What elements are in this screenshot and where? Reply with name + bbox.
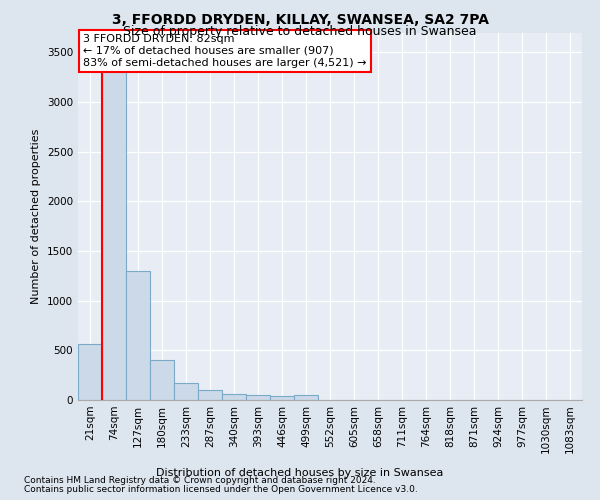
Bar [102, 64, 126, 400]
Bar [78, 344, 102, 400]
Bar [222, 394, 246, 400]
Text: 3 FFORDD DRYDEN: 82sqm
← 17% of detached houses are smaller (907)
83% of semi-de: 3 FFORDD DRYDEN: 82sqm ← 17% of detached… [83, 34, 367, 68]
Text: Contains public sector information licensed under the Open Government Licence v3: Contains public sector information licen… [24, 485, 418, 494]
Bar [126, 271, 150, 400]
Y-axis label: Number of detached properties: Number of detached properties [31, 128, 41, 304]
Text: 3, FFORDD DRYDEN, KILLAY, SWANSEA, SA2 7PA: 3, FFORDD DRYDEN, KILLAY, SWANSEA, SA2 7… [112, 12, 488, 26]
Text: Size of property relative to detached houses in Swansea: Size of property relative to detached ho… [123, 25, 477, 38]
Bar [246, 395, 270, 400]
Text: Contains HM Land Registry data © Crown copyright and database right 2024.: Contains HM Land Registry data © Crown c… [24, 476, 376, 485]
Bar [294, 394, 318, 400]
Bar [150, 360, 174, 400]
Bar [270, 396, 294, 400]
Bar [198, 390, 222, 400]
Bar [174, 383, 198, 400]
Text: Distribution of detached houses by size in Swansea: Distribution of detached houses by size … [157, 468, 443, 477]
